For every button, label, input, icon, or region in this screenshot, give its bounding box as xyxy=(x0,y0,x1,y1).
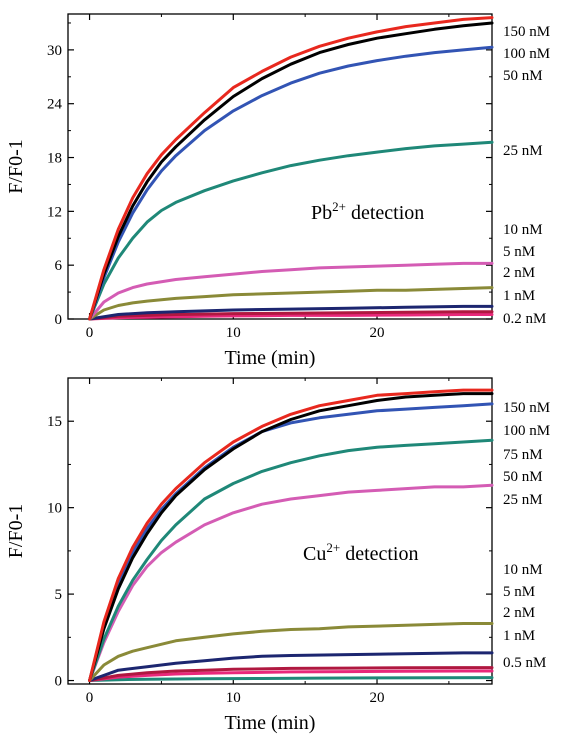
x-axis-title: Time (min) xyxy=(225,712,316,734)
annotation-ion: Cu xyxy=(303,543,326,565)
chart-panel-2: 0 10 20 0 5 10 15 150 nM 100 nM 75 nM 50 nM 25 nM 10… xyxy=(5,377,550,734)
series-line-150-nM xyxy=(88,16,494,321)
series-line-0-5-nM xyxy=(88,676,494,682)
concentration-label: 150 nM xyxy=(503,400,550,416)
concentration-label: 5 nM xyxy=(503,584,535,600)
series-line-75-nM xyxy=(88,402,494,682)
concentration-label: 0.2 nM xyxy=(503,311,546,327)
detection-annotation: Pb2+ detection xyxy=(311,199,424,224)
series-line-2-nM xyxy=(88,304,494,321)
x-tick-label: 0 xyxy=(86,325,94,341)
y-tick-label: 30 xyxy=(47,43,62,59)
concentration-label: 50 nM xyxy=(503,68,543,84)
y-tick-label: 12 xyxy=(47,204,62,220)
y-tick-label: 10 xyxy=(47,501,62,517)
concentration-label: 1 nM xyxy=(503,628,535,644)
concentration-label: 5 nM xyxy=(503,244,535,260)
series-line-150-nM xyxy=(88,388,494,682)
y-tick-label: 15 xyxy=(47,414,62,430)
concentration-label: 150 nM xyxy=(503,24,550,40)
detection-annotation: Cu2+ detection xyxy=(303,540,419,565)
annotation-charge: 2+ xyxy=(332,199,346,214)
y-tick-label: 5 xyxy=(55,587,63,603)
series-line-10-nM xyxy=(88,622,494,682)
series-line-5-nM xyxy=(88,286,494,321)
concentration-label: 100 nM xyxy=(503,423,550,439)
series-line-5-nM xyxy=(88,651,494,682)
y-tick-label: 0 xyxy=(55,312,63,328)
concentration-label: 0.5 nM xyxy=(503,655,546,671)
plot-frame xyxy=(67,377,493,685)
series-line-0-2-nM xyxy=(88,313,494,321)
concentration-label: 1 nM xyxy=(503,288,535,304)
y-tick-label: 6 xyxy=(55,258,63,274)
series-line-100-nM xyxy=(88,392,494,682)
annotation-charge: 2+ xyxy=(326,540,340,555)
x-tick-label: 0 xyxy=(86,690,94,706)
concentration-label: 10 nM xyxy=(503,562,543,578)
plot-frame xyxy=(67,13,493,320)
series-line-2-nM xyxy=(88,666,494,682)
concentration-label: 2 nM xyxy=(503,265,535,281)
annotation-ion: Pb xyxy=(311,202,332,224)
x-tick-label: 10 xyxy=(226,325,241,341)
concentration-label: 2 nM xyxy=(503,605,535,621)
y-tick-label: 18 xyxy=(47,151,62,167)
x-tick-label: 10 xyxy=(226,690,241,706)
series-line-50-nM xyxy=(88,438,494,682)
concentration-label: 25 nM xyxy=(503,143,543,159)
y-axis-title: F/F0-1 xyxy=(5,504,27,558)
concentration-label: 25 nM xyxy=(503,492,543,508)
y-tick-label: 24 xyxy=(47,97,63,113)
y-axis-title: F/F0-1 xyxy=(5,139,27,193)
series-line-10-nM xyxy=(88,261,494,321)
concentration-label: 100 nM xyxy=(503,46,550,62)
x-tick-label: 20 xyxy=(370,325,385,341)
annotation-suffix: detection xyxy=(340,543,418,565)
series-line-50-nM xyxy=(88,45,494,321)
x-axis-title: Time (min) xyxy=(225,347,316,369)
series-line-25-nM xyxy=(88,483,494,682)
x-tick-label: 20 xyxy=(370,690,385,706)
series-line-1-nM xyxy=(88,669,494,682)
series-line-1-nM xyxy=(88,310,494,321)
y-tick-label: 0 xyxy=(55,674,63,690)
annotation-suffix: detection xyxy=(346,202,424,224)
chart-panel-1: 0 10 20 0 6 12 18 24 30 150 nM 100 nM 50 nM 25 nM 10 … xyxy=(5,13,550,369)
concentration-label: 50 nM xyxy=(503,469,543,485)
concentration-label: 10 nM xyxy=(503,222,543,238)
concentration-label: 75 nM xyxy=(503,447,543,463)
series-line-100-nM xyxy=(88,21,494,321)
series-line-25-nM xyxy=(88,140,494,321)
